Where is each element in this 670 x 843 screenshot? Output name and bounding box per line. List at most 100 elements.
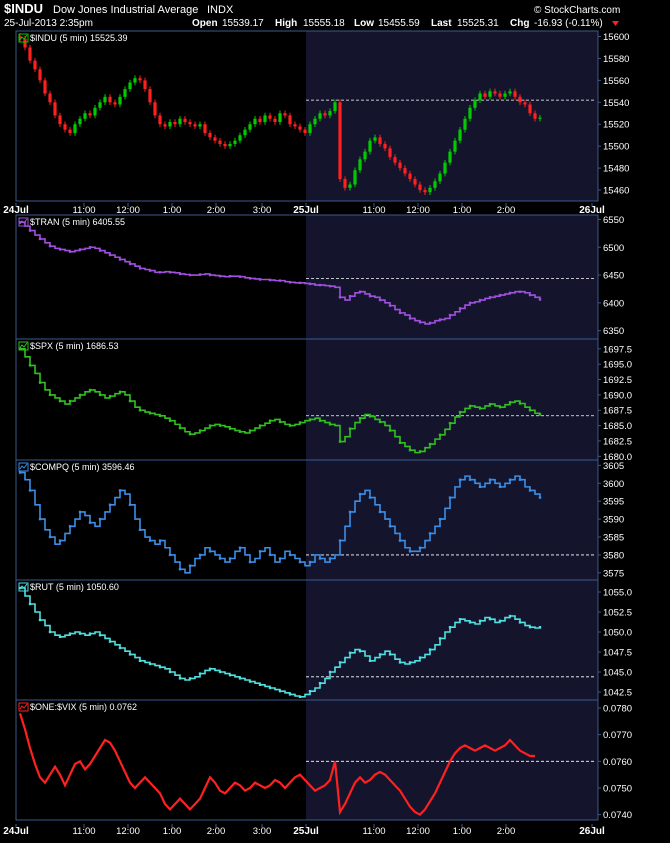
x-axis-bottom: 24Jul 11:00 12:00 1:00 2:00 3:00 25Jul 11:00 12:… — [3, 824, 605, 837]
x-tick-label: 11:00 — [362, 826, 385, 837]
panel-rut: 1055.0 1052.5 1050.0 1047.5 1045.0 1042.5 $RUT… — [15, 579, 632, 701]
candle-body — [188, 122, 192, 125]
data-point — [188, 677, 192, 680]
candle-body — [258, 118, 262, 123]
data-point — [338, 440, 342, 443]
data-point — [318, 283, 322, 287]
x-tick-label: 24Jul — [3, 205, 29, 216]
index-name: Dow Jones Industrial Average — [53, 4, 198, 16]
x-tick-label: 26Jul — [579, 826, 605, 837]
candle-body — [308, 124, 312, 133]
session-highlight — [306, 339, 598, 460]
data-point — [108, 394, 112, 398]
data-point — [268, 553, 272, 557]
candle-body — [138, 78, 142, 81]
x-tick-label: 12:00 — [406, 205, 430, 216]
candle-body — [163, 124, 167, 127]
y-tick-label: 1055.0 — [603, 588, 632, 599]
data-point — [148, 662, 152, 666]
data-point — [158, 414, 162, 417]
candle-body — [388, 148, 392, 158]
data-point — [98, 634, 102, 637]
data-point — [208, 273, 212, 277]
candle-body — [238, 135, 242, 141]
x-tick-label: 25Jul — [293, 826, 319, 837]
data-point — [328, 423, 332, 426]
y-tick-label: 3590 — [603, 515, 624, 526]
candle-body — [418, 184, 422, 191]
data-point — [518, 478, 522, 481]
data-point — [218, 670, 222, 674]
candle-body — [513, 91, 517, 97]
candle-body — [523, 102, 527, 105]
symbol-title: $INDU — [4, 1, 43, 16]
data-point — [108, 640, 112, 643]
candle-body — [343, 179, 347, 188]
data-point — [178, 677, 182, 680]
data-point — [158, 271, 162, 274]
legend-icon-line — [19, 342, 28, 349]
data-point — [108, 253, 112, 257]
candle-body — [253, 118, 257, 125]
series-line — [20, 471, 541, 574]
data-point — [518, 290, 522, 293]
data-point — [458, 618, 462, 621]
data-point — [258, 550, 262, 553]
candle-body — [208, 133, 212, 138]
x-tick-label: 1:00 — [453, 205, 472, 216]
panel-label: $INDU (5 min) 15525.39 — [30, 33, 128, 43]
data-point — [138, 409, 142, 412]
x-tick-label: 1:00 — [163, 826, 182, 837]
data-point — [68, 632, 72, 635]
data-point — [18, 586, 22, 590]
data-point — [398, 441, 402, 445]
data-point — [538, 413, 542, 416]
data-point — [498, 619, 502, 622]
data-point — [538, 298, 542, 301]
data-point — [188, 273, 192, 277]
data-point — [448, 313, 452, 317]
data-point — [428, 321, 432, 325]
data-point — [68, 399, 72, 403]
data-point — [138, 528, 142, 532]
panel-label: $COMPQ (5 min) 3596.46 — [30, 462, 135, 472]
data-point — [288, 281, 292, 284]
candle-body — [368, 140, 372, 152]
data-point — [348, 651, 352, 654]
x-tick-label: 11:00 — [362, 205, 385, 216]
candle-body — [98, 102, 102, 108]
panel-border — [15, 30, 599, 202]
data-point — [518, 402, 522, 405]
candle-body — [43, 80, 47, 94]
y-tick-label: 6500 — [603, 243, 624, 254]
y-tick-label: 1692.5 — [603, 375, 632, 386]
x-tick-label: 12:00 — [116, 826, 140, 837]
data-point — [388, 525, 392, 528]
candle-body — [453, 140, 457, 152]
data-point — [268, 686, 272, 690]
data-point — [408, 448, 412, 452]
data-point — [338, 661, 342, 664]
data-point — [508, 614, 512, 618]
data-point — [528, 626, 532, 629]
candle-body — [318, 113, 322, 119]
data-point — [488, 296, 492, 299]
panel-label: $RUT (5 min) 1050.60 — [30, 582, 119, 592]
data-point — [118, 489, 122, 492]
data-point — [508, 291, 512, 295]
candle-body — [423, 190, 427, 193]
y-tick-label: 1695.0 — [603, 360, 632, 371]
data-point — [328, 284, 332, 288]
panel-spx: 1697.5 1695.0 1692.5 1690.0 1687.5 1685.0 1682… — [15, 338, 632, 463]
data-point — [348, 294, 352, 298]
legend-icon — [18, 462, 29, 472]
y-tick-label: 1687.5 — [603, 406, 632, 417]
candle-body — [313, 118, 317, 125]
data-point — [168, 670, 172, 674]
low-value: 15455.59 — [378, 18, 420, 29]
data-point — [48, 393, 52, 397]
data-point — [338, 539, 342, 542]
data-point — [418, 546, 422, 549]
panel-tran: 6550 6500 6450 6400 6350 $TRAN (5 min) 6405.5… — [15, 214, 624, 340]
